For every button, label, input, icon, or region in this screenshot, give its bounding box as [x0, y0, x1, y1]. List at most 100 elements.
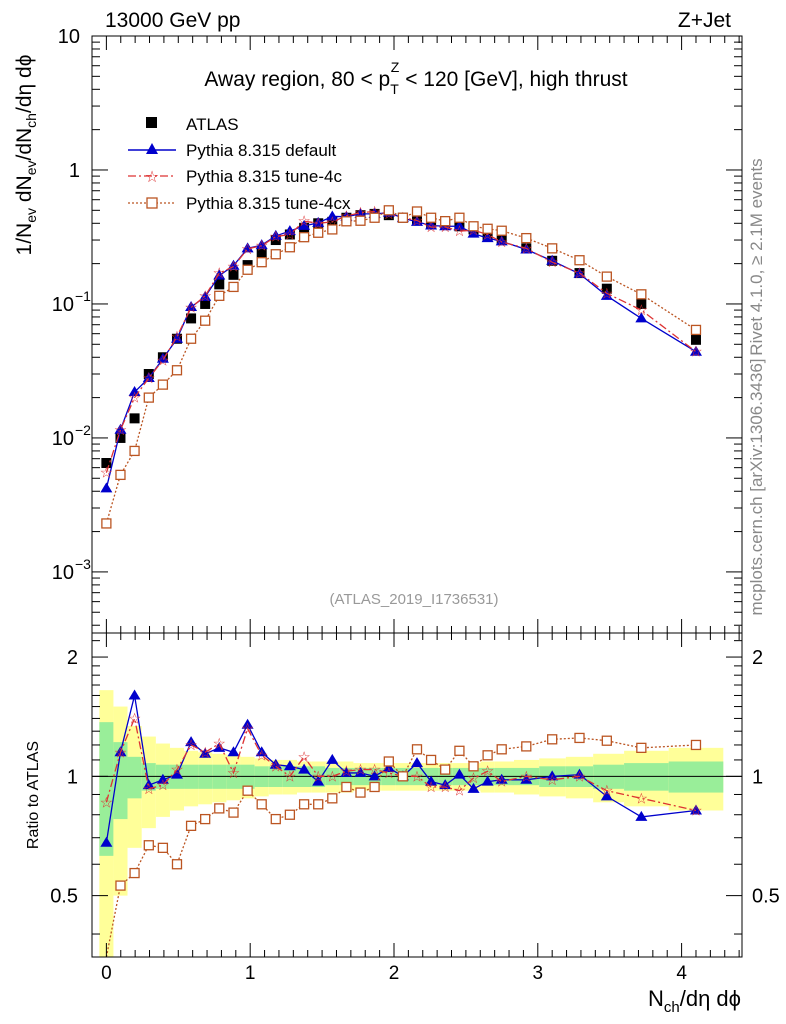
data-point-pythia-8-315-default	[600, 289, 613, 300]
ratio-point-tune4cx	[129, 867, 140, 879]
ratio-point-default	[411, 757, 423, 768]
data-point-atlas	[101, 458, 112, 469]
ratio-point-default	[142, 779, 155, 790]
data-point-pythia-8-315-tune-4cx	[636, 289, 647, 300]
data-point-pythia-8-315-default	[241, 242, 254, 253]
ratio-point-tune4cx	[270, 813, 281, 825]
ratio-point-tune4cx	[636, 742, 647, 754]
legend-label-tune4c: Pythia 8.315 tune-4c	[186, 167, 342, 186]
ratio-point-tune4c: ☆	[213, 735, 226, 753]
header-left: 13000 GeV pp	[105, 9, 240, 32]
data-point-pythia-8-315-tune-4cx	[440, 216, 451, 227]
data-point-pythia-8-315-default	[283, 225, 296, 236]
header-right: Z+Jet	[678, 9, 731, 32]
ratio-point-tune4c: ☆	[545, 771, 558, 789]
data-point-pythia-8-315-tune-4cx	[690, 324, 702, 336]
data-point-pythia-8-315-tune-4cx	[341, 216, 352, 227]
data-point-atlas	[228, 269, 239, 280]
ratio-point-tune4cx	[185, 820, 197, 831]
ratio-point-tune4cx	[256, 799, 267, 810]
data-point-pythia-8-315-tune-4cx	[397, 212, 409, 223]
y-tick-label: 10	[58, 26, 80, 48]
data-point-pythia-8-315-tune-4cx	[200, 315, 211, 326]
data-point-pythia-8-315-tune-4cx	[425, 212, 437, 223]
data-point-pythia-8-315-tune-4cx	[547, 243, 558, 254]
ratio-y-tick-label-left: 1	[67, 766, 78, 788]
ratio-point-tune4cx	[242, 785, 253, 796]
legend-marker-atlas	[146, 117, 157, 128]
data-point-atlas	[129, 413, 140, 424]
ratio-point-tune4c: ☆	[184, 736, 197, 754]
data-point-pythia-8-315-tune-4cx	[601, 271, 612, 282]
ratio-point-tune4cx	[574, 732, 585, 744]
y-tick-label-exponent: −3	[75, 556, 91, 572]
data-point-pythia-8-315-tune-4cx	[171, 365, 183, 376]
data-point-pythia-8-315-tune-4c: ☆	[545, 253, 558, 271]
ratio-point-tune4c: ☆	[354, 761, 367, 779]
ratio-point-tune4cx	[547, 734, 558, 745]
ratio-point-default	[269, 758, 282, 769]
ratio-band-inner	[127, 756, 142, 799]
ratio-point-default	[227, 746, 240, 757]
legend-marker-tune4c: ☆	[145, 167, 159, 186]
data-point-pythia-8-315-tune-4c: ☆	[453, 222, 466, 240]
data-point-pythia-8-315-tune-4cx	[101, 518, 112, 529]
data-point-pythia-8-315-tune-4c: ☆	[600, 284, 613, 302]
ratio-point-default	[635, 810, 648, 821]
ratio-point-default	[600, 790, 613, 801]
data-point-pythia-8-315-tune-4cx	[256, 257, 267, 268]
ratio-point-tune4c: ☆	[100, 793, 113, 811]
legend-marker-default	[146, 143, 158, 154]
ratio-band-inner	[668, 761, 724, 793]
ratio-point-tune4cx	[228, 807, 239, 818]
ratio-point-default	[170, 768, 183, 779]
data-point-pythia-8-315-tune-4cx	[270, 249, 281, 260]
data-point-pythia-8-315-tune-4cx	[482, 223, 493, 234]
ratio-point-default	[340, 766, 353, 777]
data-point-pythia-8-315-tune-4cx	[369, 212, 380, 223]
data-point-pythia-8-315-tune-4cx	[242, 264, 253, 275]
data-point-pythia-8-315-tune-4cx	[214, 290, 225, 301]
y-tick-label: 1	[69, 160, 80, 182]
ratio-point-tune4cx	[115, 880, 126, 891]
data-point-pythia-8-315-default	[185, 300, 198, 311]
data-point-pythia-8-315-tune-4cx	[115, 469, 126, 481]
data-point-pythia-8-315-tune-4cx	[496, 225, 507, 236]
data-point-pythia-8-315-default	[298, 219, 311, 230]
ratio-point-default	[326, 753, 339, 764]
series-line-pythia-8-315-tune-4cx	[105, 209, 697, 524]
data-point-pythia-8-315-tune-4c: ☆	[520, 239, 533, 257]
ratio-point-tune4cx	[482, 750, 493, 761]
data-point-pythia-8-315-tune-4c: ☆	[573, 264, 586, 282]
data-point-pythia-8-315-tune-4c: ☆	[297, 212, 310, 230]
ratio-point-tune4c: ☆	[424, 778, 437, 796]
ratio-point-tune4c: ☆	[227, 764, 240, 782]
data-point-pythia-8-315-default	[689, 345, 702, 356]
ratio-point-tune4c: ☆	[269, 757, 282, 775]
ratio-point-tune4c: ☆	[467, 769, 480, 787]
data-point-pythia-8-315-tune-4cx	[383, 205, 394, 216]
ratio-point-default	[382, 761, 395, 772]
y-tick-label: 10	[52, 294, 74, 316]
data-point-pythia-8-315-tune-4c: ☆	[283, 225, 296, 243]
y-tick-label-exponent: −2	[75, 422, 91, 438]
legend-label-default: Pythia 8.315 default	[186, 141, 337, 160]
ratio-point-default	[354, 766, 367, 777]
ratio-point-tune4cx	[143, 840, 154, 851]
data-point-pythia-8-315-tune-4c: ☆	[241, 240, 254, 258]
ratio-point-tune4c: ☆	[340, 762, 353, 780]
ratio-point-default	[255, 746, 268, 757]
data-point-pythia-8-315-tune-4cx	[574, 255, 585, 266]
ratio-point-tune4cx	[454, 745, 465, 756]
data-point-pythia-8-315-default	[453, 220, 466, 231]
ratio-point-tune4c: ☆	[573, 767, 586, 785]
x-tick-label: 0	[101, 963, 112, 984]
data-point-atlas	[601, 283, 612, 294]
ratio-point-default	[467, 782, 480, 793]
data-point-pythia-8-315-default	[326, 210, 339, 221]
ratio-point-tune4cx	[200, 813, 211, 825]
ratio-point-tune4c: ☆	[142, 780, 155, 798]
series-line-pythia-8-315-tune-4c	[105, 210, 697, 473]
data-point-pythia-8-315-tune-4cx	[129, 445, 140, 457]
